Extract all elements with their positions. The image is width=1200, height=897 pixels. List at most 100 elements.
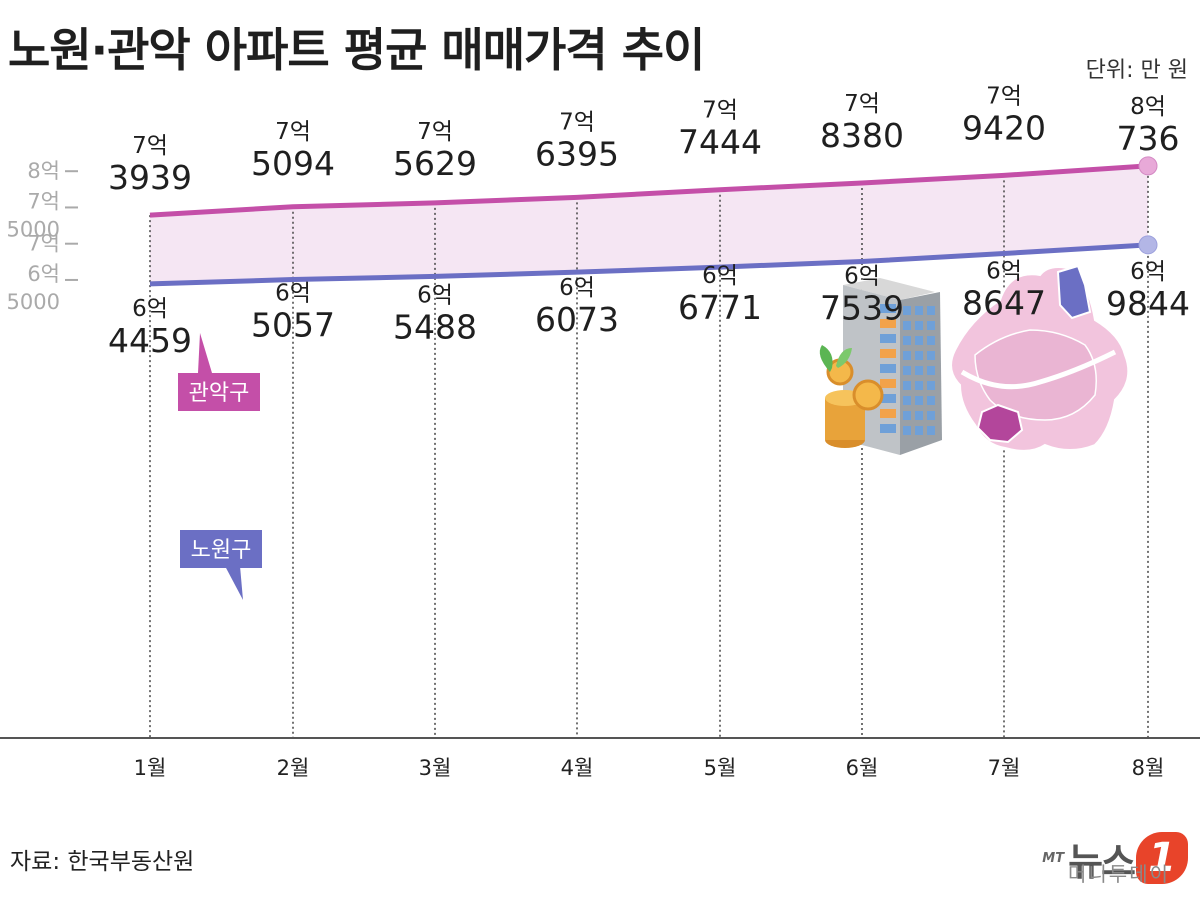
- value-label-number: 7539: [820, 289, 904, 328]
- logo-name: 뉴스: [1068, 839, 1136, 884]
- value-label-number: 6073: [535, 300, 619, 339]
- series-tag-nowon: 노원구: [180, 530, 262, 600]
- building-window: [903, 381, 911, 390]
- logo-mt: MT: [1042, 850, 1065, 866]
- value-label-number: 736: [1117, 119, 1180, 158]
- series-tag-label: 노원구: [191, 538, 252, 563]
- seoul-map-inner: [974, 329, 1097, 421]
- building-window: [903, 366, 911, 375]
- value-label-number: 8647: [962, 284, 1046, 323]
- building-window: [903, 351, 911, 360]
- building-window: [927, 306, 935, 315]
- building-window: [903, 426, 911, 435]
- building-window: [903, 411, 911, 420]
- value-label-number: 5488: [393, 307, 477, 346]
- value-label-number: 6395: [535, 134, 619, 173]
- building-window: [915, 396, 923, 405]
- unit-label: 단위: 만 원: [1085, 58, 1188, 83]
- building-window: [880, 424, 896, 433]
- y-tick-label: 7억: [27, 189, 60, 213]
- value-label-number: 4459: [108, 321, 192, 360]
- x-tick-label-6: 6월: [846, 756, 879, 780]
- value-label-number: 9844: [1106, 284, 1190, 323]
- source-note: 자료: 한국부동산원: [10, 849, 195, 875]
- x-tick-label-8: 8월: [1132, 756, 1165, 780]
- x-tick-label-3: 3월: [419, 756, 452, 780]
- building-window: [927, 411, 935, 420]
- end-marker-gwanak: [1138, 156, 1158, 176]
- building-window: [880, 409, 896, 418]
- building-window: [915, 321, 923, 330]
- value-label-unit: 6억: [1130, 259, 1166, 285]
- value-label-unit: 6억: [986, 259, 1022, 285]
- value-label-unit: 6억: [702, 263, 738, 289]
- y-tick-label: 6억: [27, 262, 60, 286]
- value-label-number: 5629: [393, 144, 477, 183]
- value-label-unit: 6억: [844, 264, 880, 290]
- value-label-number: 5094: [251, 144, 335, 183]
- x-tick-label-2: 2월: [277, 756, 310, 780]
- x-tick-label-7: 7월: [988, 756, 1021, 780]
- building-window: [903, 336, 911, 345]
- value-label-unit: 7억: [275, 119, 311, 145]
- x-tick-label-1: 1월: [134, 756, 167, 780]
- building-window: [880, 394, 896, 403]
- x-tick-label-4: 4월: [561, 756, 594, 780]
- building-window: [927, 366, 935, 375]
- building-window: [927, 351, 935, 360]
- building-window: [903, 396, 911, 405]
- value-label-unit: 7억: [702, 98, 738, 124]
- building-window: [880, 379, 896, 388]
- value-label-number: 6771: [678, 288, 762, 327]
- building-window: [915, 306, 923, 315]
- coin-stack: [819, 345, 884, 448]
- series-tag-label: 관악구: [189, 381, 250, 406]
- building-window: [903, 306, 911, 315]
- value-label-unit: 7억: [132, 133, 168, 159]
- building-window: [927, 321, 935, 330]
- building-window: [927, 426, 935, 435]
- value-label-number: 8380: [820, 116, 904, 155]
- value-label-unit: 8억: [1130, 94, 1166, 120]
- chart-title: 노원·관악 아파트 평균 매매가격 추이: [8, 23, 705, 77]
- x-tick-label-5: 5월: [704, 756, 737, 780]
- series-tag-pointer: [225, 566, 243, 600]
- series-tag-box: [178, 373, 260, 411]
- y-tick-label: 5000: [7, 290, 60, 314]
- value-label-number: 7444: [678, 123, 762, 162]
- area-between-series: [150, 165, 1148, 284]
- value-label-unit: 6억: [417, 282, 453, 308]
- value-label-unit: 6억: [559, 275, 595, 301]
- value-label-number: 9420: [962, 108, 1046, 147]
- building-window: [915, 426, 923, 435]
- value-label-unit: 6억: [275, 281, 311, 307]
- building-window: [927, 336, 935, 345]
- value-label-unit: 7억: [844, 91, 880, 117]
- series-line-nowon: [149, 242, 1149, 287]
- building-window: [915, 381, 923, 390]
- han-river: [960, 349, 1117, 390]
- y-tick-label: 7억: [27, 232, 60, 256]
- series-tag-box: [180, 530, 262, 568]
- building-window: [880, 334, 896, 343]
- building-window: [880, 364, 896, 373]
- building-window: [927, 381, 935, 390]
- value-label-unit: 7억: [417, 119, 453, 145]
- end-marker-nowon: [1138, 235, 1158, 255]
